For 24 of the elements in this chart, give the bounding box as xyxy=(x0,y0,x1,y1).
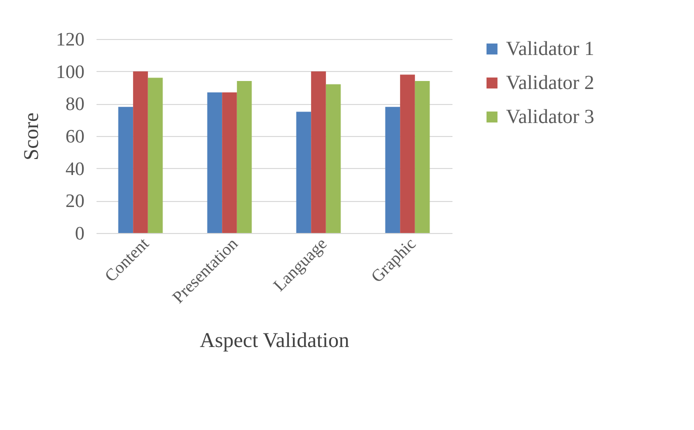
bar xyxy=(207,92,222,233)
legend-label: Validator 2 xyxy=(506,72,594,94)
y-tick-label: 60 xyxy=(66,126,84,148)
bar xyxy=(311,71,326,233)
y-tick-label: 40 xyxy=(66,158,84,180)
bar xyxy=(326,84,341,233)
bar xyxy=(385,106,400,233)
bar xyxy=(148,78,163,233)
bar xyxy=(414,81,430,233)
y-tick-label: 20 xyxy=(66,191,84,212)
bar xyxy=(133,71,148,233)
y-tick-label: 0 xyxy=(75,224,84,244)
y-tick-label: 120 xyxy=(56,30,84,50)
y-tick-label: 80 xyxy=(66,94,84,116)
bar xyxy=(222,92,237,233)
bar xyxy=(296,112,312,233)
legend-label: Validator 1 xyxy=(506,38,594,60)
bar xyxy=(400,74,415,233)
x-axis-title: Aspect Validation xyxy=(200,328,350,352)
bar xyxy=(118,106,134,233)
y-axis-title: Score xyxy=(19,112,43,160)
legend-label: Validator 3 xyxy=(506,106,594,128)
bar xyxy=(236,81,252,233)
y-tick-label: 100 xyxy=(56,62,84,83)
